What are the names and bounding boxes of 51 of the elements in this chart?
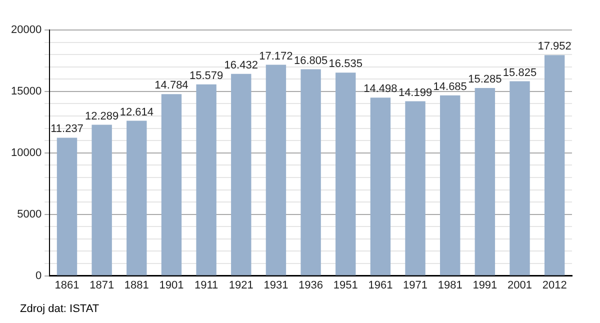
x-tick-label: 1936: [298, 279, 324, 292]
bar: [92, 124, 112, 276]
x-tick-label: 1901: [159, 279, 184, 292]
x-tick-label: 1881: [124, 279, 149, 292]
y-tick-label: 20000: [10, 24, 42, 36]
bar: [231, 74, 252, 276]
data-label: 14.199: [398, 86, 432, 99]
text: Zdroj dat: ISTAT: [20, 303, 100, 315]
bar: [196, 84, 216, 276]
data-label: 15.285: [468, 73, 502, 86]
y-tick-label: 5000: [17, 208, 42, 220]
data-label: 11.237: [50, 123, 84, 136]
bar: [126, 120, 147, 276]
data-label: 16.535: [328, 58, 362, 70]
bar: [266, 64, 286, 276]
bar: [300, 69, 321, 276]
bar: [405, 101, 426, 276]
y-tick-label: 15000: [10, 85, 42, 98]
data-label: 16.432: [224, 59, 258, 72]
data-label: 17.172: [259, 50, 293, 62]
y-tick-label: 0: [35, 270, 42, 282]
data-label: 15.579: [189, 70, 224, 82]
x-tick-label: 2012: [542, 279, 567, 292]
data-label: 14.685: [433, 80, 467, 93]
bar: [336, 72, 356, 276]
data-label: 17.952: [538, 40, 572, 53]
y-tick-label: 10000: [10, 146, 42, 159]
x-tick-label: 1921: [228, 279, 254, 292]
x-tick-label: 1931: [264, 279, 288, 292]
bar: [440, 95, 460, 276]
x-tick-label: 1871: [90, 279, 114, 292]
data-label: 14.784: [154, 80, 188, 92]
bar: [510, 81, 530, 276]
x-tick-label: 1961: [368, 279, 393, 292]
bar: [370, 98, 391, 276]
data-label: 16.805: [294, 54, 328, 67]
x-tick-label: 1951: [333, 279, 358, 292]
x-tick-label: 2001: [508, 279, 532, 292]
bar: [544, 55, 565, 276]
x-tick-label: 1991: [472, 279, 498, 292]
x-tick-label: 1971: [403, 279, 428, 292]
data-label: 15.825: [502, 66, 537, 79]
x-tick-label: 1861: [54, 279, 80, 292]
data-label: 14.498: [364, 83, 398, 96]
data-label: 12.614: [120, 106, 154, 118]
bar: [56, 138, 78, 276]
bar: [474, 88, 496, 276]
x-tick-label: 1911: [194, 279, 218, 292]
x-tick-label: 1981: [438, 279, 462, 292]
bar: [161, 94, 182, 276]
data-label: 12.289: [85, 110, 119, 122]
